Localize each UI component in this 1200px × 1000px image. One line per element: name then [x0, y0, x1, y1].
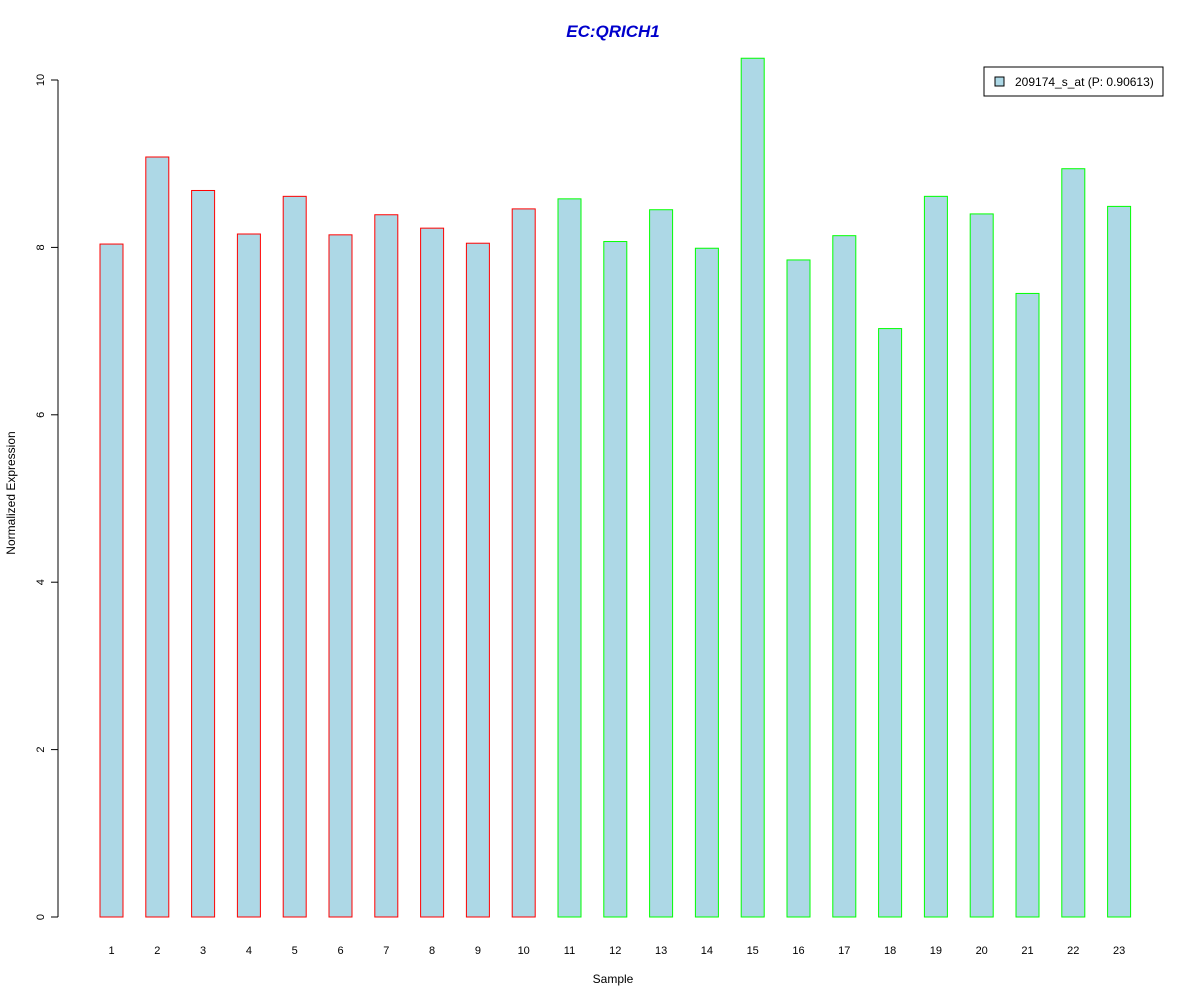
- x-tick-label: 21: [1021, 945, 1033, 957]
- y-tick-label: 0: [35, 914, 47, 920]
- x-tick-label: 13: [655, 945, 667, 957]
- bar: [740, 57, 765, 918]
- y-tick-label: 6: [35, 412, 47, 418]
- legend-swatch: [994, 76, 1005, 87]
- x-tick-label: 4: [246, 945, 252, 957]
- bar: [832, 235, 857, 918]
- bar: [191, 189, 216, 918]
- chart-title: EC:QRICH1: [566, 22, 660, 41]
- bar: [786, 259, 811, 918]
- x-tick-label: 11: [564, 945, 575, 957]
- bar: [1107, 205, 1132, 918]
- bar: [236, 233, 261, 918]
- bar: [878, 328, 903, 918]
- bar: [603, 241, 628, 918]
- bar: [99, 243, 124, 918]
- x-tick-label: 3: [200, 945, 206, 957]
- x-tick-label: 18: [884, 945, 896, 957]
- x-tick-label: 5: [292, 945, 298, 957]
- bar: [649, 209, 674, 918]
- x-tick-label: 7: [383, 945, 389, 957]
- bar: [328, 234, 353, 918]
- x-tick-label: 16: [792, 945, 804, 957]
- x-tick-label: 15: [747, 945, 759, 957]
- bar: [923, 195, 948, 918]
- bar: [511, 208, 536, 918]
- x-tick-label: 22: [1067, 945, 1079, 957]
- legend-box: [983, 66, 1164, 97]
- x-axis-ticks: 1 2 3 4 5 6 7 8 9 10 11 12 13 14 15 16 17 18 19 20 21 22 23: [108, 945, 1125, 957]
- y-axis-label: Normalized Expression: [4, 431, 18, 554]
- legend-entry: 209174_s_at (P: 0.90613): [1015, 75, 1154, 89]
- x-tick-label: 14: [701, 945, 713, 957]
- bars: [99, 57, 1132, 918]
- x-tick-label: 17: [838, 945, 850, 957]
- x-tick-label: 1: [108, 945, 114, 957]
- y-tick-label: 2: [35, 747, 47, 753]
- x-tick-label: 8: [429, 945, 435, 957]
- x-tick-label: 6: [337, 945, 343, 957]
- bar: [465, 242, 490, 918]
- y-tick-label: 8: [35, 244, 47, 250]
- x-tick-label: 2: [154, 945, 160, 957]
- bar: [694, 247, 719, 918]
- legend: 209174_s_at (P: 0.90613): [983, 66, 1164, 97]
- y-axis: 0 2 4 6 8 10: [35, 74, 59, 920]
- x-tick-label: 19: [930, 945, 942, 957]
- x-tick-label: 20: [976, 945, 988, 957]
- y-tick-label: 4: [35, 579, 47, 585]
- bar: [374, 214, 399, 918]
- bar: [969, 213, 994, 918]
- bar: [1015, 292, 1040, 918]
- bar: [420, 227, 445, 918]
- bar: [145, 156, 170, 918]
- y-tick-label: 10: [35, 74, 47, 86]
- x-tick-label: 9: [475, 945, 481, 957]
- bar: [557, 198, 582, 918]
- x-tick-label: 23: [1113, 945, 1125, 957]
- bar: [282, 195, 307, 918]
- x-axis-label: Sample: [593, 972, 634, 986]
- x-tick-label: 10: [518, 945, 530, 957]
- x-tick-label: 12: [609, 945, 621, 957]
- bar: [1061, 168, 1086, 918]
